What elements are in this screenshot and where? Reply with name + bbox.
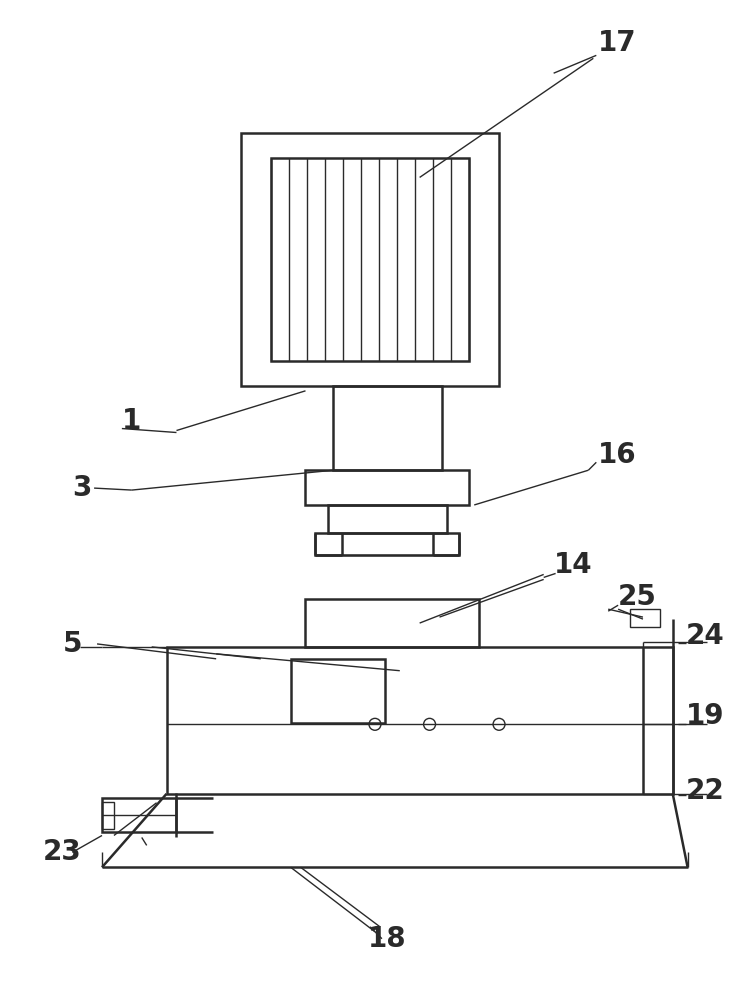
Text: 19: 19 bbox=[686, 702, 724, 730]
Bar bbox=[328, 505, 447, 533]
Bar bbox=[102, 802, 114, 829]
Text: 24: 24 bbox=[686, 622, 724, 650]
Bar bbox=[291, 659, 385, 723]
Bar bbox=[316, 533, 459, 555]
Text: 1: 1 bbox=[122, 407, 141, 435]
Bar bbox=[334, 386, 443, 470]
Bar bbox=[241, 133, 499, 386]
Text: 5: 5 bbox=[62, 630, 82, 658]
Bar bbox=[102, 798, 177, 832]
Text: 23: 23 bbox=[42, 838, 81, 866]
Text: 17: 17 bbox=[598, 29, 637, 57]
Text: 16: 16 bbox=[598, 441, 637, 469]
Text: 22: 22 bbox=[686, 777, 724, 805]
Bar bbox=[270, 158, 470, 361]
Bar bbox=[305, 599, 479, 647]
Bar bbox=[630, 609, 660, 627]
Text: 18: 18 bbox=[368, 925, 406, 953]
Text: 25: 25 bbox=[618, 583, 657, 611]
Text: 14: 14 bbox=[554, 551, 592, 579]
Text: 3: 3 bbox=[72, 474, 91, 502]
Bar bbox=[305, 470, 470, 505]
Bar bbox=[166, 647, 672, 794]
